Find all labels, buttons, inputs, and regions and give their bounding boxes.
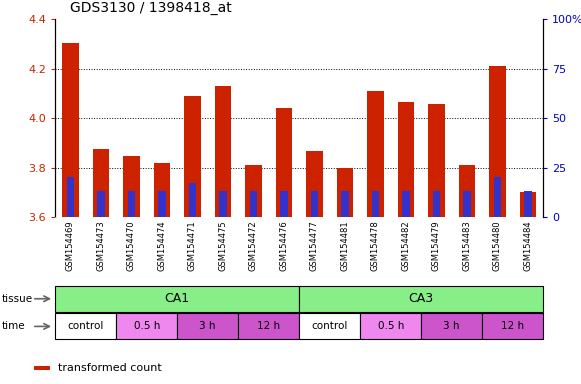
Text: transformed count: transformed count bbox=[58, 363, 162, 373]
Bar bbox=[299, 313, 360, 339]
Text: GDS3130 / 1398418_at: GDS3130 / 1398418_at bbox=[70, 2, 232, 15]
Bar bbox=[494, 177, 501, 217]
Text: GSM154484: GSM154484 bbox=[523, 220, 532, 271]
Text: GSM154471: GSM154471 bbox=[188, 220, 197, 271]
Bar bbox=[336, 167, 353, 217]
Bar bbox=[275, 108, 292, 217]
Bar bbox=[367, 91, 384, 217]
Bar bbox=[92, 149, 109, 217]
Text: GSM154469: GSM154469 bbox=[66, 220, 75, 271]
Text: GSM154474: GSM154474 bbox=[157, 220, 166, 271]
Text: GSM154473: GSM154473 bbox=[96, 220, 105, 271]
Bar bbox=[214, 86, 231, 217]
Text: control: control bbox=[311, 321, 348, 331]
Bar bbox=[219, 191, 227, 217]
Bar bbox=[306, 151, 323, 217]
Text: GSM154481: GSM154481 bbox=[340, 220, 349, 271]
Text: GSM154470: GSM154470 bbox=[127, 220, 136, 271]
Bar bbox=[482, 313, 543, 339]
Text: time: time bbox=[2, 321, 26, 331]
Text: 0.5 h: 0.5 h bbox=[134, 321, 160, 331]
Bar bbox=[463, 191, 471, 217]
Text: GSM154482: GSM154482 bbox=[401, 220, 410, 271]
Bar bbox=[524, 191, 532, 217]
Bar bbox=[116, 313, 177, 339]
Bar bbox=[341, 191, 349, 217]
Text: GSM154477: GSM154477 bbox=[310, 220, 319, 271]
Bar bbox=[55, 286, 299, 312]
Text: GSM154475: GSM154475 bbox=[218, 220, 227, 271]
Bar bbox=[250, 191, 257, 217]
Bar bbox=[519, 192, 536, 217]
Bar bbox=[34, 366, 50, 371]
Text: CA1: CA1 bbox=[164, 292, 190, 305]
Text: GSM154479: GSM154479 bbox=[432, 220, 441, 271]
Bar bbox=[458, 165, 475, 217]
Text: GSM154476: GSM154476 bbox=[279, 220, 288, 271]
Bar bbox=[189, 183, 196, 217]
Text: 0.5 h: 0.5 h bbox=[378, 321, 404, 331]
Bar bbox=[372, 191, 379, 217]
Bar bbox=[489, 66, 506, 217]
Bar bbox=[402, 191, 410, 217]
Text: GSM154483: GSM154483 bbox=[462, 220, 471, 271]
Bar bbox=[421, 313, 482, 339]
Bar bbox=[153, 162, 170, 217]
Bar bbox=[280, 191, 288, 217]
Bar bbox=[428, 104, 445, 217]
Bar bbox=[433, 191, 440, 217]
Bar bbox=[67, 177, 74, 217]
Bar bbox=[245, 165, 262, 217]
Bar bbox=[397, 102, 414, 217]
Text: tissue: tissue bbox=[2, 294, 33, 304]
Bar bbox=[177, 313, 238, 339]
Text: GSM154472: GSM154472 bbox=[249, 220, 258, 271]
Bar bbox=[128, 191, 135, 217]
Bar bbox=[238, 313, 299, 339]
Bar bbox=[184, 96, 201, 217]
Bar bbox=[311, 191, 318, 217]
Text: control: control bbox=[67, 321, 104, 331]
Bar bbox=[299, 286, 543, 312]
Text: 12 h: 12 h bbox=[257, 321, 280, 331]
Text: GSM154480: GSM154480 bbox=[493, 220, 502, 271]
Bar bbox=[55, 313, 116, 339]
Text: 12 h: 12 h bbox=[501, 321, 524, 331]
Text: 3 h: 3 h bbox=[199, 321, 216, 331]
Text: GSM154478: GSM154478 bbox=[371, 220, 380, 271]
Bar bbox=[360, 313, 421, 339]
Text: 3 h: 3 h bbox=[443, 321, 460, 331]
Bar bbox=[62, 43, 79, 217]
Bar bbox=[123, 156, 140, 217]
Text: CA3: CA3 bbox=[408, 292, 434, 305]
Bar bbox=[97, 191, 105, 217]
Bar bbox=[158, 191, 166, 217]
